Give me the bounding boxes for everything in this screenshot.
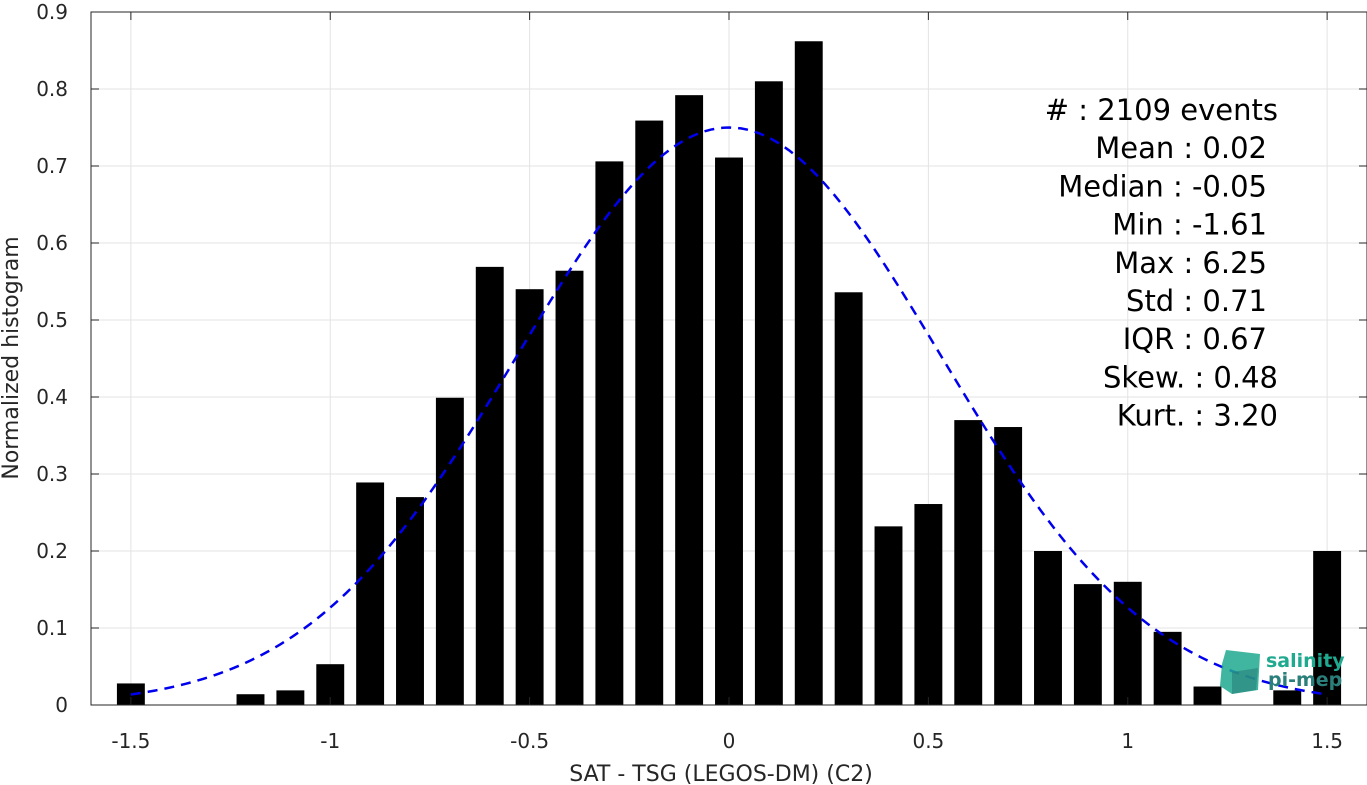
x-tick-label: 0.5 <box>912 729 944 753</box>
y-axis-ticks: 0 0.1 0.2 0.3 0.4 0.5 0.6 0.7 0.8 0.9 <box>36 0 1367 717</box>
x-axis-label: SAT - TSG (LEGOS-DM) (C2) <box>569 762 873 785</box>
gaussian-fit-curve <box>130 126 1328 696</box>
histogram-bar <box>435 397 464 705</box>
x-tick-label: -0.5 <box>510 729 549 753</box>
y-tick-label: 0.6 <box>36 231 68 255</box>
histogram-bar <box>954 420 983 705</box>
histogram-bar <box>635 120 664 705</box>
histogram-bar <box>356 482 385 705</box>
stat-line: Skew. : 0.48 <box>1103 360 1278 394</box>
histogram-bar <box>555 270 584 705</box>
y-tick-label: 0.3 <box>36 462 68 486</box>
statistics-annotation: # : 2109 events Mean : 0.02 Median : -0.05… <box>1045 93 1278 433</box>
histogram-bar <box>595 161 624 705</box>
histogram-bar <box>1073 584 1102 705</box>
y-tick-label: 0.1 <box>36 616 68 640</box>
histogram-bar <box>1034 551 1062 705</box>
logo-line1: salinity <box>1266 650 1345 672</box>
logo-line2: pi-mep <box>1268 669 1342 691</box>
y-tick-label: 0.7 <box>36 154 68 178</box>
x-tick-label: 0 <box>723 729 736 753</box>
y-tick-label: 0.9 <box>36 0 68 24</box>
y-tick-label: 0.5 <box>36 308 68 332</box>
histogram-bar <box>994 427 1023 705</box>
histogram-bar <box>794 41 823 705</box>
histogram-bar <box>914 504 943 705</box>
histogram-bar <box>1113 581 1142 705</box>
gaussian-fit-layer <box>130 126 1328 696</box>
salinity-pi-mep-logo: salinity pi-mep <box>1220 650 1345 694</box>
y-tick-label: 0.4 <box>36 385 68 409</box>
histogram-bar <box>276 690 305 705</box>
stat-line: # : 2109 events <box>1045 93 1278 127</box>
histogram-bar <box>675 95 704 705</box>
y-axis-label: Normalized histogram <box>0 236 24 479</box>
x-axis-ticks: -1.5 -1 -0.5 0 0.5 1 1.5 <box>111 12 1343 753</box>
y-tick-label: 0 <box>55 693 68 717</box>
stat-line: Mean : 0.02 <box>1095 131 1267 165</box>
histogram-bar <box>515 289 544 705</box>
histogram-bar <box>834 292 863 705</box>
x-tick-label: -1.5 <box>111 729 150 753</box>
histogram-bar <box>1193 686 1222 705</box>
x-tick-label: 1.5 <box>1311 729 1343 753</box>
stat-line: Kurt. : 3.20 <box>1117 399 1278 433</box>
histogram-bar <box>236 694 265 705</box>
histogram-bar <box>715 157 743 705</box>
x-tick-label: 1 <box>1121 729 1134 753</box>
x-tick-label: -1 <box>320 729 340 753</box>
histogram-bar <box>396 497 424 705</box>
y-tick-label: 0.2 <box>36 539 68 563</box>
stat-line: IQR : 0.67 <box>1123 322 1267 356</box>
histogram-bar <box>1313 551 1342 705</box>
histogram-bar <box>874 526 903 705</box>
y-tick-label: 0.8 <box>36 77 68 101</box>
logo-wave-mark-shade <box>1232 668 1258 694</box>
stat-line: Std : 0.71 <box>1126 284 1267 318</box>
stat-line: Max : 6.25 <box>1114 246 1267 280</box>
stat-line: Min : -1.61 <box>1112 208 1267 242</box>
histogram-bar <box>475 266 504 705</box>
histogram-bar <box>754 81 783 706</box>
histogram-bars <box>116 41 1342 706</box>
stat-line: Median : -0.05 <box>1058 169 1267 203</box>
histogram-bar <box>1273 690 1302 705</box>
